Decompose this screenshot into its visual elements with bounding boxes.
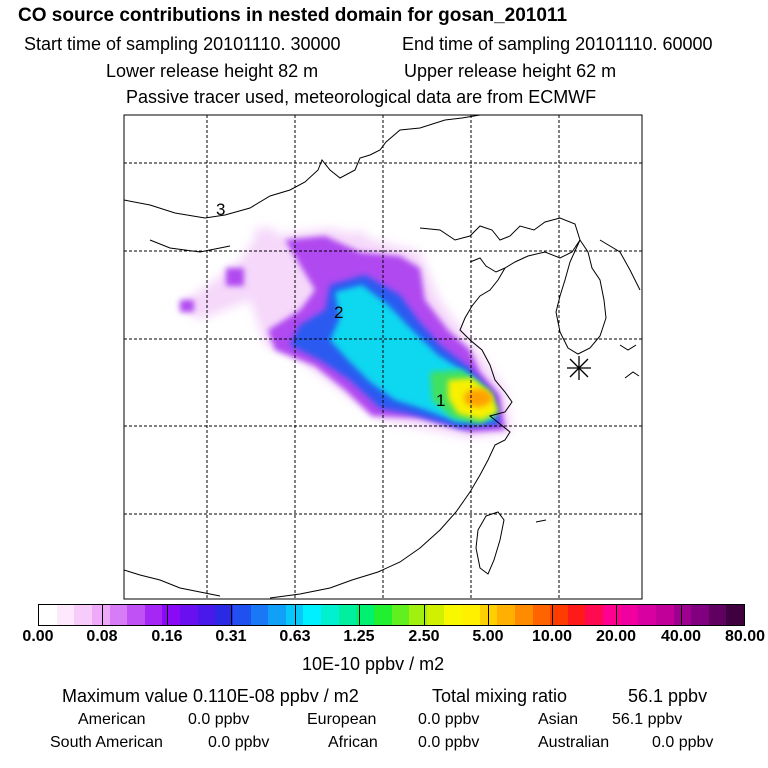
region-label-1: 1 <box>436 391 445 410</box>
colorbar-tick-label: 10.00 <box>531 628 573 645</box>
colorbar-swatch <box>162 605 180 625</box>
colorbar-swatch <box>127 605 145 625</box>
colorbar-divider <box>102 604 103 626</box>
colorbar-swatch <box>655 605 674 625</box>
colorbar-swatch <box>708 605 727 625</box>
colorbar-swatch <box>373 605 392 625</box>
colorbar-divider <box>681 604 682 626</box>
plume <box>178 228 512 438</box>
colorbar-swatch <box>497 605 515 625</box>
colorbar-swatch <box>391 605 410 625</box>
colorbar-swatch <box>109 605 128 625</box>
colorbar-tick-label: 1.25 <box>343 628 375 645</box>
american-label: American <box>78 711 146 728</box>
colorbar-tick-label: 0.00 <box>22 628 54 645</box>
colorbar-swatch <box>585 605 603 625</box>
chart-title: CO source contributions in nested domain… <box>18 5 568 26</box>
south-american-value: 0.0 ppbv <box>208 734 270 751</box>
colorbar-swatch <box>620 605 639 625</box>
colorbar-swatch <box>303 605 321 625</box>
colorbar-swatch <box>603 605 621 625</box>
colorbar-tick-label: 0.63 <box>279 628 311 645</box>
map-frame <box>123 114 643 600</box>
european-label: European <box>307 711 377 728</box>
african-value: 0.0 ppbv <box>418 734 480 751</box>
colorbar <box>38 604 745 626</box>
graticule <box>124 115 642 599</box>
colorbar-swatch <box>691 605 709 625</box>
colorbar-swatch <box>91 605 110 625</box>
colorbar-divider <box>231 604 232 626</box>
colorbar-divider <box>424 604 425 626</box>
colorbar-tick-label: 0.31 <box>215 628 247 645</box>
colorbar-swatch <box>144 605 163 625</box>
colorbar-swatch <box>197 605 216 625</box>
colorbar-swatch <box>638 605 656 625</box>
asian-label: Asian <box>538 711 579 728</box>
colorbar-swatch <box>268 605 286 625</box>
region-label-2: 2 <box>334 303 343 322</box>
station-star-icon <box>567 356 591 380</box>
total-mixing-value: 56.1 ppbv <box>628 686 708 706</box>
colorbar-tick-label: 2.50 <box>408 628 440 645</box>
colorbar-tick-label: 0.16 <box>151 628 183 645</box>
colorbar-swatch <box>426 605 445 625</box>
colorbar-divider <box>616 604 617 626</box>
max-value-label: Maximum value 0.110E-08 ppbv / m2 <box>62 686 359 706</box>
colorbar-swatch <box>409 605 427 625</box>
region-label-3: 3 <box>216 200 225 219</box>
colorbar-swatch <box>250 605 269 625</box>
end-time-label: End time of sampling 20101110. 60000 <box>402 34 713 54</box>
australian-label: Australian <box>538 734 610 751</box>
colorbar-swatch <box>567 605 586 625</box>
colorbar-divider <box>552 604 553 626</box>
lower-release-label: Lower release height 82 m <box>106 61 319 81</box>
south-american-label: South American <box>50 734 163 751</box>
european-value: 0.0 ppbv <box>418 711 480 728</box>
total-mixing-label: Total mixing ratio <box>432 686 568 706</box>
australian-value: 0.0 ppbv <box>652 734 714 751</box>
colorbar-swatch <box>56 605 75 625</box>
colorbar-swatch <box>550 605 568 625</box>
colorbar-unit: 10E-10 ppbv / m2 <box>302 654 445 674</box>
colorbar-swatch <box>532 605 551 625</box>
colorbar-divider <box>167 604 168 626</box>
colorbar-divider <box>359 604 360 626</box>
american-value: 0.0 ppbv <box>188 711 250 728</box>
colorbar-tick-label: 80.00 <box>724 628 766 645</box>
african-label: African <box>328 734 378 751</box>
colorbar-swatch <box>232 605 251 625</box>
colorbar-swatch <box>462 605 480 625</box>
colorbar-tick-label: 5.00 <box>472 628 504 645</box>
colorbar-tick-label: 40.00 <box>660 628 702 645</box>
colorbar-swatch <box>726 605 744 625</box>
colorbar-divider <box>488 604 489 626</box>
colorbar-swatch <box>356 605 374 625</box>
colorbar-swatch <box>285 605 304 625</box>
map-panel: 1 2 3 <box>123 114 643 600</box>
start-time-label: Start time of sampling 20101110. 30000 <box>24 34 341 54</box>
asian-value: 56.1 ppbv <box>612 711 683 728</box>
colorbar-divider <box>295 604 296 626</box>
coastlines <box>124 115 641 599</box>
colorbar-swatch <box>215 605 233 625</box>
colorbar-tick-label: 20.00 <box>595 628 637 645</box>
upper-release-label: Upper release height 62 m <box>404 61 617 81</box>
colorbar-swatch <box>180 605 198 625</box>
colorbar-swatch <box>444 605 462 625</box>
tracer-note: Passive tracer used, meteorological data… <box>126 87 597 107</box>
colorbar-swatch <box>673 605 692 625</box>
colorbar-swatch <box>74 605 92 625</box>
colorbar-swatch <box>321 605 339 625</box>
colorbar-swatch <box>338 605 357 625</box>
colorbar-tick-label: 0.08 <box>86 628 118 645</box>
colorbar-swatch <box>514 605 533 625</box>
colorbar-swatch <box>39 605 57 625</box>
